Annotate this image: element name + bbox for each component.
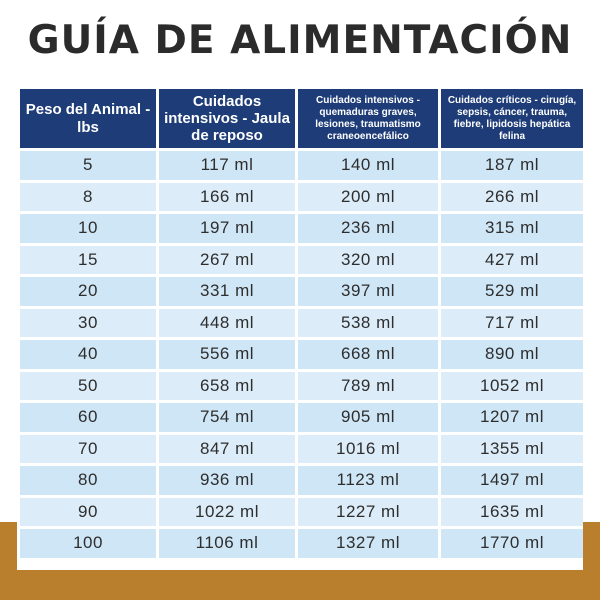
header-intensive-burns: Cuidados intensivos - quemaduras graves,…	[298, 89, 438, 148]
intensive-rest-cell: 556 ml	[159, 340, 295, 369]
weight-cell: 80	[20, 466, 156, 495]
intensive-burns-cell: 1327 ml	[298, 529, 438, 558]
weight-cell: 15	[20, 245, 156, 274]
table-row: 8 166 ml 200 ml 266 ml	[20, 182, 583, 211]
critical-care-cell: 1497 ml	[441, 466, 583, 495]
table-row: 60 754 ml 905 ml 1207 ml	[20, 403, 583, 432]
weight-cell: 10	[20, 214, 156, 243]
intensive-rest-cell: 847 ml	[159, 434, 295, 463]
intensive-burns-cell: 905 ml	[298, 403, 438, 432]
intensive-rest-cell: 936 ml	[159, 466, 295, 495]
table-row: 50 658 ml 789 ml 1052 ml	[20, 371, 583, 400]
weight-cell: 70	[20, 434, 156, 463]
table-row: 100 1106 ml 1327 ml 1770 ml	[20, 529, 583, 558]
intensive-burns-cell: 538 ml	[298, 308, 438, 337]
critical-care-cell: 1635 ml	[441, 497, 583, 526]
intensive-burns-cell: 1227 ml	[298, 497, 438, 526]
table-row: 30 448 ml 538 ml 717 ml	[20, 308, 583, 337]
weight-cell: 50	[20, 371, 156, 400]
feeding-guide-table: Peso del Animal - lbs Cuidados intensivo…	[17, 86, 586, 561]
table-row: 20 331 ml 397 ml 529 ml	[20, 277, 583, 306]
intensive-rest-cell: 658 ml	[159, 371, 295, 400]
weight-cell: 40	[20, 340, 156, 369]
weight-cell: 60	[20, 403, 156, 432]
intensive-burns-cell: 140 ml	[298, 151, 438, 180]
intensive-rest-cell: 117 ml	[159, 151, 295, 180]
weight-cell: 20	[20, 277, 156, 306]
table-row: 70 847 ml 1016 ml 1355 ml	[20, 434, 583, 463]
intensive-rest-cell: 331 ml	[159, 277, 295, 306]
critical-care-cell: 890 ml	[441, 340, 583, 369]
table-row: 10 197 ml 236 ml 315 ml	[20, 214, 583, 243]
weight-cell: 5	[20, 151, 156, 180]
critical-care-cell: 1052 ml	[441, 371, 583, 400]
intensive-rest-cell: 197 ml	[159, 214, 295, 243]
critical-care-cell: 529 ml	[441, 277, 583, 306]
critical-care-cell: 187 ml	[441, 151, 583, 180]
table-row: 40 556 ml 668 ml 890 ml	[20, 340, 583, 369]
critical-care-cell: 717 ml	[441, 308, 583, 337]
critical-care-cell: 266 ml	[441, 182, 583, 211]
critical-care-cell: 427 ml	[441, 245, 583, 274]
intensive-burns-cell: 1123 ml	[298, 466, 438, 495]
intensive-rest-cell: 267 ml	[159, 245, 295, 274]
weight-cell: 90	[20, 497, 156, 526]
header-weight: Peso del Animal - lbs	[20, 89, 156, 148]
intensive-rest-cell: 166 ml	[159, 182, 295, 211]
intensive-burns-cell: 789 ml	[298, 371, 438, 400]
intensive-rest-cell: 448 ml	[159, 308, 295, 337]
critical-care-cell: 1355 ml	[441, 434, 583, 463]
intensive-burns-cell: 236 ml	[298, 214, 438, 243]
header-intensive-rest: Cuidados intensivos - Jaula de reposo	[159, 89, 295, 148]
intensive-burns-cell: 668 ml	[298, 340, 438, 369]
feeding-guide-card: Peso del Animal - lbs Cuidados intensivo…	[17, 86, 583, 570]
weight-cell: 100	[20, 529, 156, 558]
intensive-burns-cell: 200 ml	[298, 182, 438, 211]
table-row: 5 117 ml 140 ml 187 ml	[20, 151, 583, 180]
table-row: 80 936 ml 1123 ml 1497 ml	[20, 466, 583, 495]
intensive-rest-cell: 754 ml	[159, 403, 295, 432]
weight-cell: 30	[20, 308, 156, 337]
page-title: GUÍA DE ALIMENTACIÓN	[27, 18, 573, 63]
table-header-row: Peso del Animal - lbs Cuidados intensivo…	[20, 89, 583, 148]
critical-care-cell: 315 ml	[441, 214, 583, 243]
intensive-rest-cell: 1106 ml	[159, 529, 295, 558]
intensive-burns-cell: 1016 ml	[298, 434, 438, 463]
intensive-burns-cell: 320 ml	[298, 245, 438, 274]
table-row: 90 1022 ml 1227 ml 1635 ml	[20, 497, 583, 526]
intensive-burns-cell: 397 ml	[298, 277, 438, 306]
weight-cell: 8	[20, 182, 156, 211]
table-body: 5 117 ml 140 ml 187 ml 8 166 ml 200 ml 266 ml 10…	[20, 151, 583, 558]
header-critical-care: Cuidados críticos - cirugía, sepsis, cán…	[441, 89, 583, 148]
table-row: 15 267 ml 320 ml 427 ml	[20, 245, 583, 274]
intensive-rest-cell: 1022 ml	[159, 497, 295, 526]
critical-care-cell: 1770 ml	[441, 529, 583, 558]
critical-care-cell: 1207 ml	[441, 403, 583, 432]
